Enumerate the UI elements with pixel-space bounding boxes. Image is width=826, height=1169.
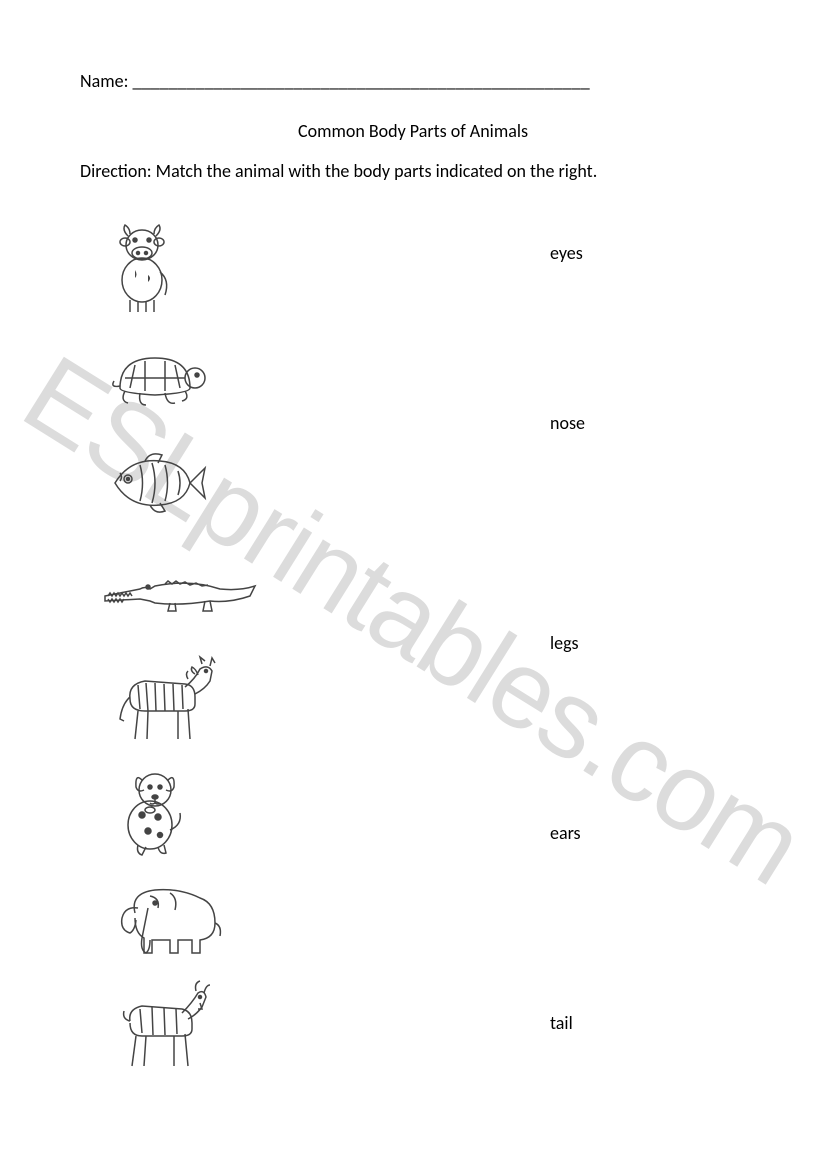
animal-turtle[interactable] [100,320,300,430]
animal-dog[interactable] [100,752,300,862]
elephant-icon [100,868,230,963]
body-part-legs[interactable]: legs [550,632,579,654]
name-label: Name: [80,70,128,92]
body-parts-column: eyes nose legs ears tail [550,212,750,1092]
turtle-icon [100,333,210,418]
name-field-row: Name: __________________________________… [80,70,746,92]
animal-zebra[interactable] [100,644,300,754]
zebra-icon [100,649,220,749]
animal-elephant[interactable] [100,860,300,970]
goat-icon [100,971,220,1076]
animal-cow[interactable] [100,212,300,322]
cow-icon [100,220,185,315]
dog-icon [100,755,200,860]
body-part-nose[interactable]: nose [550,412,585,434]
worksheet-title: Common Body Parts of Animals [80,120,746,142]
name-blank-line[interactable]: ________________________________________… [132,70,589,92]
worksheet-page: Name: __________________________________… [0,0,826,1132]
body-part-ears[interactable]: ears [550,822,581,844]
body-part-eyes[interactable]: eyes [550,242,583,264]
animal-fish[interactable] [100,428,300,538]
matching-area: eyes nose legs ears tail [80,212,746,1092]
body-part-tail[interactable]: tail [550,1012,573,1034]
crocodile-icon [100,561,260,621]
fish-icon [100,443,210,523]
direction-text: Direction: Match the animal with the bod… [80,160,746,182]
animal-goat[interactable] [100,968,300,1078]
animal-crocodile[interactable] [100,536,300,646]
animals-column [100,212,300,1076]
